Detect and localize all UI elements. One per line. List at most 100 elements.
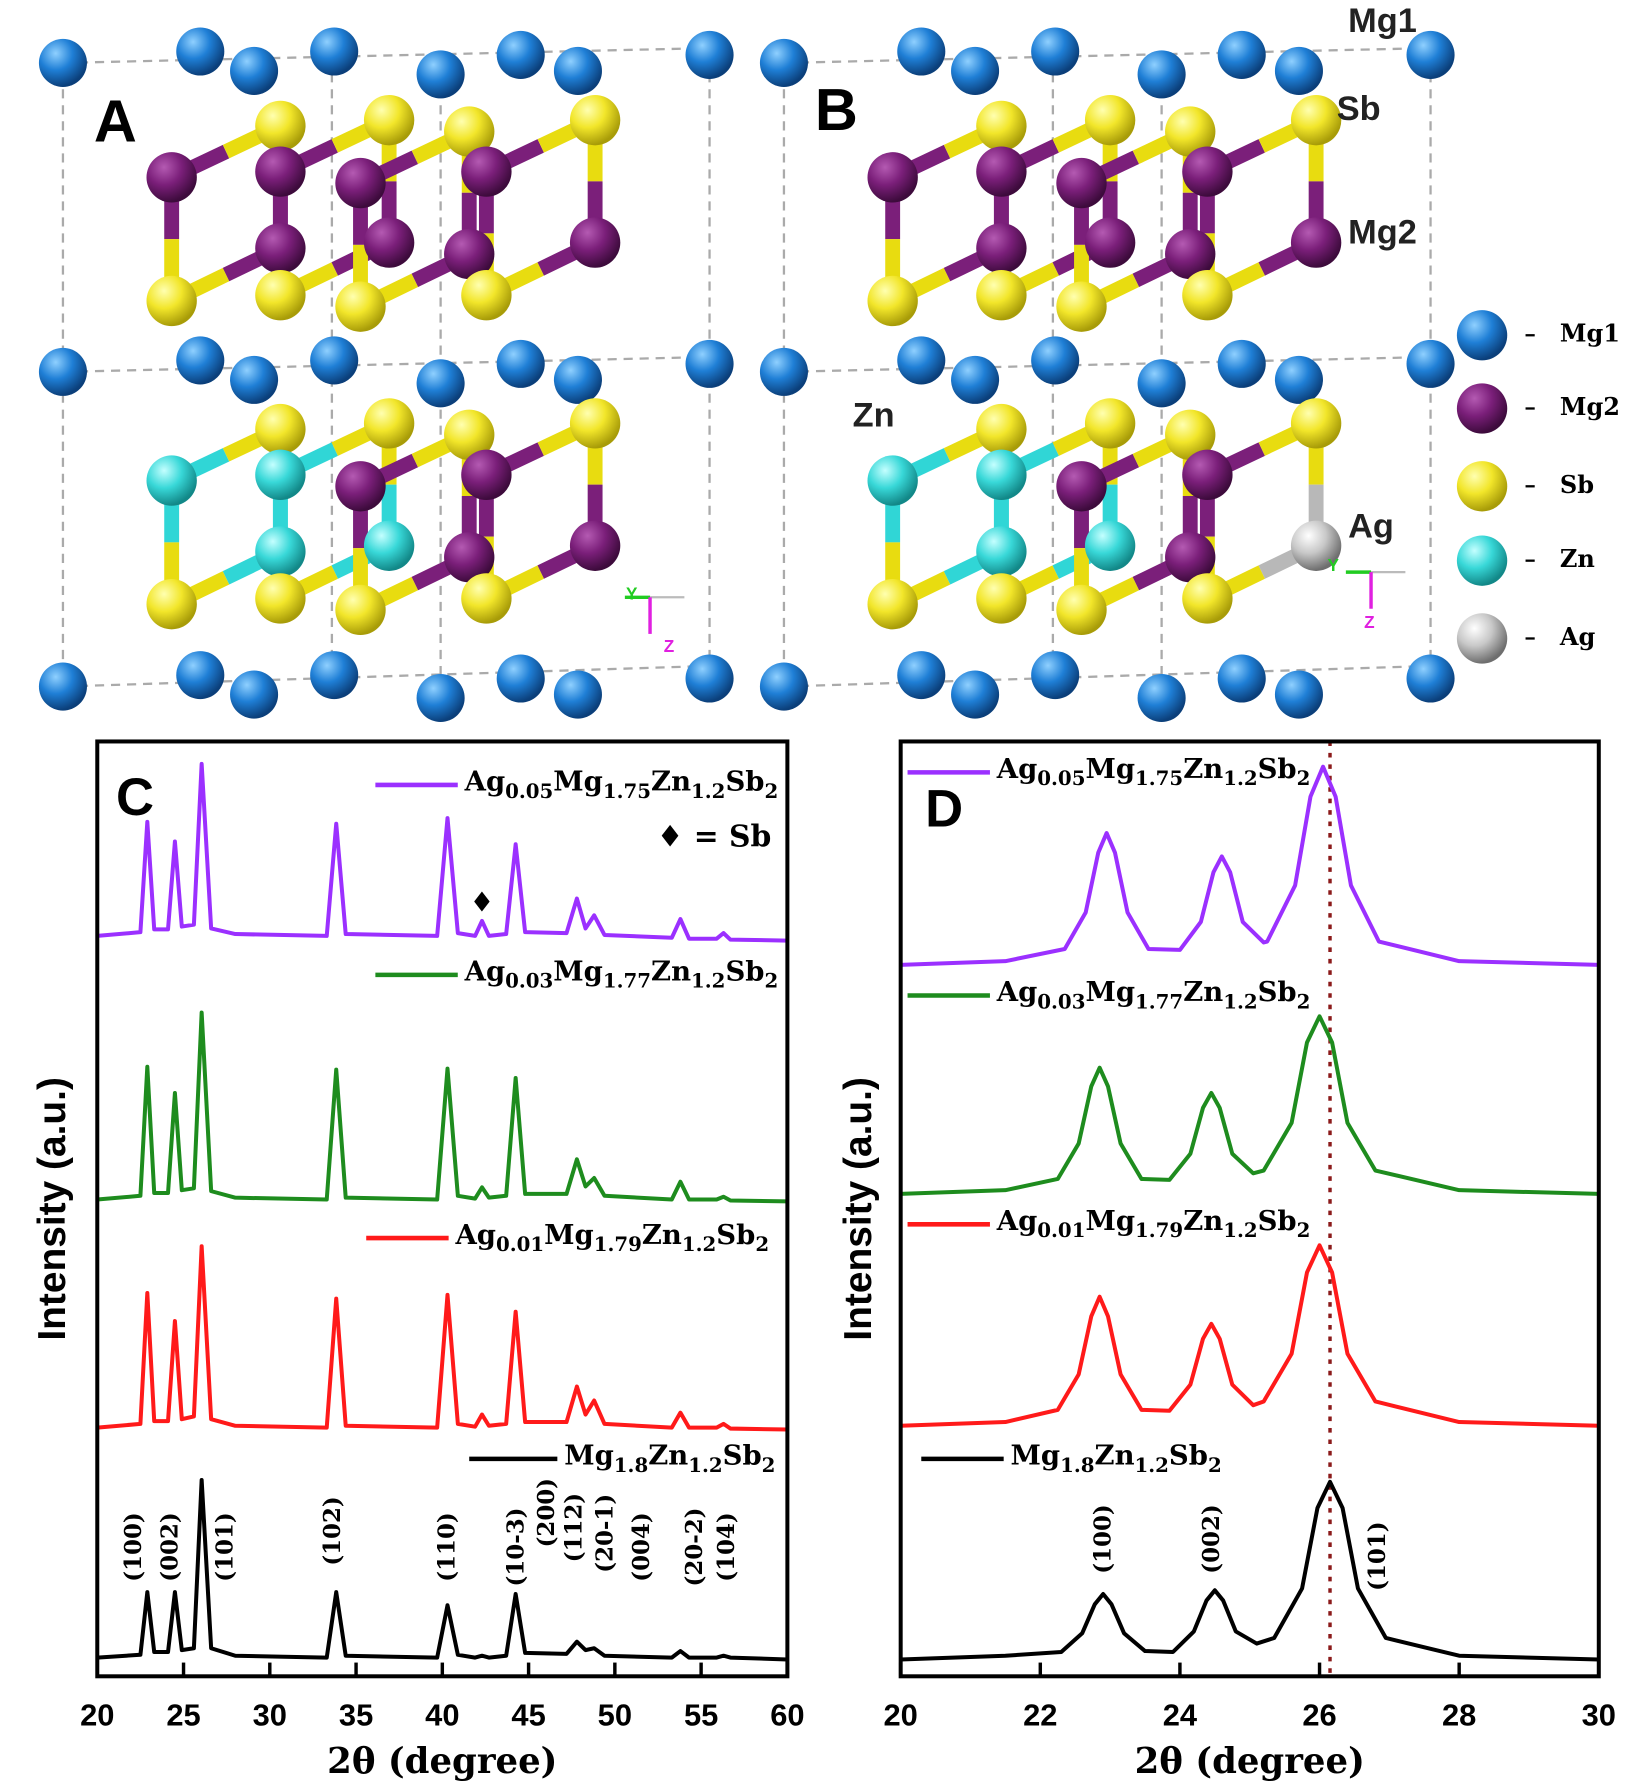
legend-atom (1456, 535, 1508, 586)
peak-label: (002) (158, 1512, 184, 1581)
peak-label: (112) (562, 1493, 588, 1562)
atom (1031, 336, 1080, 385)
atom (897, 651, 946, 700)
atom (444, 106, 495, 157)
xrd-line (900, 764, 1599, 967)
x-axis-title: 2θ (degree) (327, 1741, 557, 1782)
atom (176, 27, 225, 76)
atom (569, 520, 621, 571)
atom (1182, 146, 1233, 197)
axis-label: Z (664, 636, 674, 656)
peak-label: (200) (534, 1478, 560, 1547)
atom (867, 578, 918, 630)
legend-label: Zn (1560, 544, 1595, 573)
atom (444, 532, 495, 583)
cell-edge (783, 46, 1431, 65)
atom-label: Zn (853, 397, 895, 435)
atom (897, 27, 946, 76)
legend-label: Mg1 (1560, 319, 1620, 348)
legend-label: Ag0.03Mg1.77Zn1.2Sb2 (464, 955, 779, 992)
atom (1165, 409, 1216, 460)
atom (255, 449, 306, 501)
atom (1165, 106, 1216, 157)
panel-label: D (925, 779, 963, 838)
atom (310, 336, 359, 385)
atom (1406, 339, 1455, 388)
atom (867, 152, 918, 203)
cell-edge (62, 46, 710, 65)
legend-label: Ag0.01Mg1.79Zn1.2Sb2 (454, 1218, 769, 1255)
legend-label: Mg1.8Zn1.2Sb2 (1011, 1439, 1222, 1476)
atom (897, 336, 946, 385)
xrd-line (900, 1014, 1599, 1196)
legend-atom (1456, 613, 1508, 664)
panel-label: C (116, 768, 154, 827)
x-tick-label: 22 (1023, 1698, 1057, 1733)
atom (759, 347, 808, 396)
atom (1084, 398, 1136, 449)
atom (1290, 217, 1342, 268)
atom (976, 270, 1027, 321)
atom (976, 223, 1027, 274)
legend-label: Mg2 (1560, 392, 1620, 421)
atom (230, 46, 279, 95)
atom (230, 355, 279, 404)
crystal-structures: Y Z Y Z A B Mg1 Sb Mg2 Zn Ag Mg1 Mg2 Sb Zn Ag (38, 2, 1620, 723)
atom (759, 38, 808, 87)
peak-label: (101) (1365, 1521, 1391, 1590)
atom (976, 403, 1027, 455)
atom (255, 526, 306, 577)
xrd-line (97, 761, 788, 943)
xrd-line (900, 1479, 1599, 1662)
cell-edge (62, 664, 710, 688)
peak-label: (110) (435, 1512, 461, 1581)
atom (255, 270, 306, 321)
atom (951, 46, 1000, 95)
atom (569, 94, 621, 146)
annotation: ♦ = Sb (657, 820, 772, 855)
peak-label: (004) (629, 1512, 655, 1581)
x-tick-label: 45 (511, 1698, 545, 1733)
atom (1274, 355, 1323, 404)
atom (38, 347, 87, 396)
x-tick-label: 20 (80, 1698, 114, 1733)
y-axis-title: Intensity (a.u.) (837, 1077, 880, 1341)
xrd-line (97, 1010, 788, 1204)
xrd-line (900, 1243, 1599, 1428)
atom (335, 584, 386, 636)
x-tick-label: 20 (884, 1698, 918, 1733)
atom (1165, 228, 1216, 280)
legend-label: Ag (1559, 622, 1596, 651)
x-tick-label: 25 (166, 1698, 200, 1733)
atom (553, 670, 602, 719)
atom (363, 520, 415, 571)
atom (553, 355, 602, 404)
legend-label: Ag0.03Mg1.77Zn1.2Sb2 (996, 976, 1311, 1013)
cell-edge (783, 355, 1431, 374)
atom-label: Mg1 (1348, 2, 1417, 40)
atom (255, 100, 306, 152)
atom (1182, 449, 1233, 501)
atom (685, 30, 734, 79)
atom-label: Sb (1337, 90, 1381, 128)
x-tick-label: 50 (598, 1698, 632, 1733)
atom (461, 146, 512, 197)
xrd-charts: Ag0.05Mg1.75Zn1.2Sb2 Ag0.03Mg1.77Zn1.2Sb2… (31, 739, 1616, 1782)
axis-label: Y (626, 584, 638, 604)
x-tick-label: 30 (253, 1698, 287, 1733)
atom (976, 100, 1027, 152)
atom (1137, 673, 1186, 723)
atom (569, 398, 621, 449)
atom (255, 146, 306, 197)
peak-label: (20-2) (682, 1508, 708, 1587)
atom (416, 50, 465, 99)
plot-frame (898, 739, 1601, 1679)
x-tick-label: 60 (770, 1698, 804, 1733)
x-tick-label: 24 (1163, 1698, 1197, 1733)
legend-label: Mg1.8Zn1.2Sb2 (564, 1439, 775, 1476)
atom (1182, 573, 1233, 624)
atom (363, 94, 415, 146)
legend-label: Ag0.01Mg1.79Zn1.2Sb2 (996, 1205, 1311, 1242)
atom (867, 455, 918, 506)
